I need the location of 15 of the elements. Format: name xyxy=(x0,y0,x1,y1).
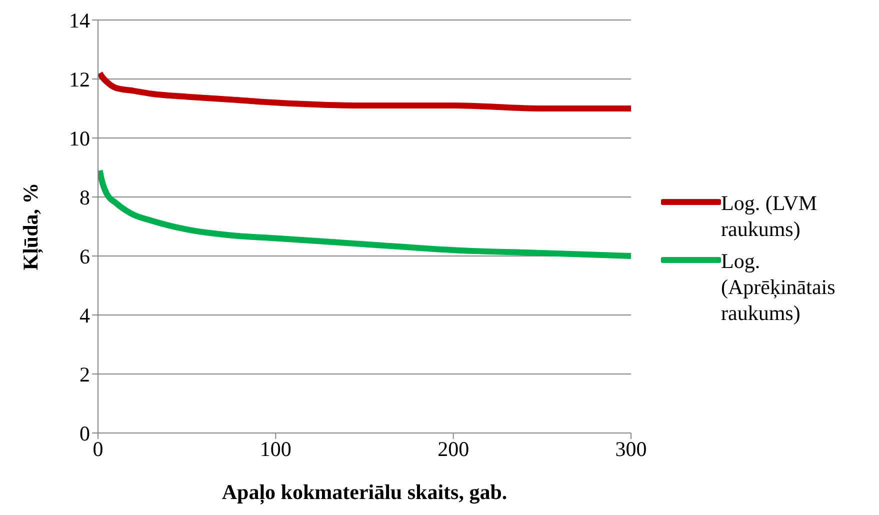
y-axis-title: Kļūda, % xyxy=(18,182,44,270)
x-tick-label: 100 xyxy=(260,436,292,461)
x-tick-label: 300 xyxy=(615,436,647,461)
y-tick-label: 2 xyxy=(80,362,90,386)
y-tick-label: 10 xyxy=(69,126,90,150)
y-tick-label: 6 xyxy=(80,244,90,268)
legend-label: Log. (LVM raukums) xyxy=(721,190,818,242)
x-tick-label: 200 xyxy=(438,436,470,461)
legend-label: Log. (Aprēķinātais raukums) xyxy=(721,248,836,326)
y-tick-label: 14 xyxy=(69,8,90,32)
y-tick-label: 0 xyxy=(80,421,90,446)
y-tick-label: 4 xyxy=(80,303,90,328)
x-axis-title: Apaļo kokmateriālu skaits, gab. xyxy=(222,480,508,505)
y-tick-label: 8 xyxy=(80,185,90,210)
y-tick-label: 12 xyxy=(69,67,90,92)
